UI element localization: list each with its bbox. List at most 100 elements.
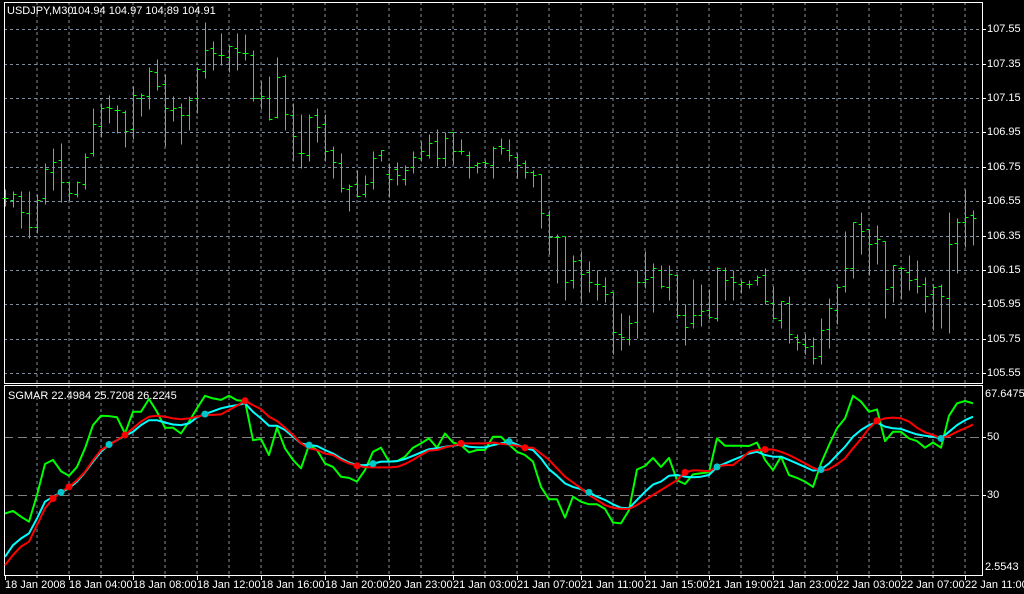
price-axis-label: 106.55 [987, 194, 1021, 207]
price-bar [706, 289, 713, 320]
price-axis-label: 106.75 [987, 160, 1021, 173]
price-bar [954, 218, 961, 274]
indicator-axis-label: 30 [987, 488, 1000, 501]
cyan-signal-dot [817, 465, 825, 473]
price-bar [42, 163, 49, 205]
cyan-signal-dot [305, 441, 313, 449]
price-bar [506, 139, 513, 162]
price-bar [794, 334, 801, 351]
price-bar [946, 212, 953, 334]
cyan-signal-dot [369, 460, 377, 468]
cyan-signal-dot [105, 441, 113, 449]
price-bar [50, 148, 57, 191]
red-line [4, 399, 974, 566]
price-bar [98, 103, 105, 138]
price-bar [146, 67, 153, 110]
price-bar [722, 267, 729, 301]
price-bar [458, 139, 465, 155]
price-bar [66, 181, 73, 202]
time-axis-label: 22 Jan 11:00 [965, 579, 1024, 591]
red-signal-dot [761, 445, 769, 453]
price-bar [762, 268, 769, 305]
cyan-signal-dot [201, 410, 209, 418]
price-bar [442, 132, 449, 167]
price-bar [202, 22, 209, 79]
price-bar [466, 151, 473, 179]
price-bar [138, 93, 145, 117]
price-bar [242, 34, 249, 61]
time-axis-label: 18 Jan 2008 [5, 579, 66, 591]
price-bar [370, 151, 377, 190]
price-bar [882, 241, 889, 319]
price-bar [642, 251, 649, 289]
indicator-axis-label: 50 [987, 430, 1000, 443]
price-axis-label: 107.15 [987, 91, 1021, 104]
time-axis-label: 18 Jan 04:00 [69, 579, 133, 591]
price-bar [898, 267, 905, 300]
price-bar [914, 260, 921, 294]
price-bar [394, 162, 401, 186]
main-panel-frame [4, 2, 983, 384]
price-bar [938, 284, 945, 329]
price-bar [2, 189, 9, 207]
price-bar [738, 280, 745, 294]
price-bar [258, 81, 265, 110]
indicator-axis-max: 67.6475 [985, 388, 1024, 400]
price-bar [906, 255, 913, 291]
price-axis-label: 105.55 [987, 366, 1021, 379]
price-bar [890, 265, 897, 303]
time-axis-label: 21 Jan 15:00 [645, 579, 709, 591]
price-bar [306, 114, 313, 162]
price-bar [18, 191, 25, 229]
price-bar [970, 210, 977, 246]
price-bar [210, 41, 217, 71]
price-bar [106, 95, 113, 124]
time-axis-label: 18 Jan 12:00 [197, 579, 261, 591]
price-bar [386, 163, 393, 198]
cyan-signal-dot [57, 488, 65, 496]
time-axis-label: 22 Jan 07:00 [901, 579, 965, 591]
price-bar [634, 270, 641, 339]
price-bar [674, 274, 681, 319]
price-bar [498, 138, 505, 155]
indicator-label: SGMAR 22.4984 25.7208 26.2245 [8, 390, 177, 402]
price-bar [698, 284, 705, 327]
price-bar [834, 284, 841, 325]
price-bar [810, 337, 817, 365]
price-bar [34, 194, 41, 234]
price-bar [178, 103, 185, 145]
price-bar [162, 74, 169, 147]
price-bar [330, 146, 337, 179]
price-bar [818, 318, 825, 365]
price-bar [322, 114, 329, 162]
price-bar [514, 153, 521, 179]
price-bar [578, 251, 585, 303]
price-bar [754, 275, 761, 286]
price-bar [714, 267, 721, 322]
price-bar [930, 284, 937, 331]
price-bar [826, 298, 833, 349]
price-bar [522, 160, 529, 179]
price-bar [154, 59, 161, 91]
price-bar [354, 170, 361, 198]
price-bar [194, 67, 201, 114]
red-signal-dot [121, 431, 129, 439]
price-bar [234, 33, 241, 71]
price-bar [602, 277, 609, 303]
price-bar [874, 225, 881, 265]
cyan-signal-dot [585, 488, 593, 496]
price-axis-label: 105.75 [987, 332, 1021, 345]
price-bar [418, 141, 425, 162]
price-bar [922, 277, 929, 313]
price-bar [730, 270, 737, 301]
price-bar [802, 334, 809, 355]
price-axis-label: 106.35 [987, 229, 1021, 242]
price-bar [538, 174, 545, 229]
green-line [4, 394, 974, 525]
red-signal-dot [681, 468, 689, 476]
price-bar [298, 114, 305, 169]
price-bar [58, 143, 65, 203]
red-signal-dot [873, 417, 881, 425]
price-bar [842, 231, 849, 293]
